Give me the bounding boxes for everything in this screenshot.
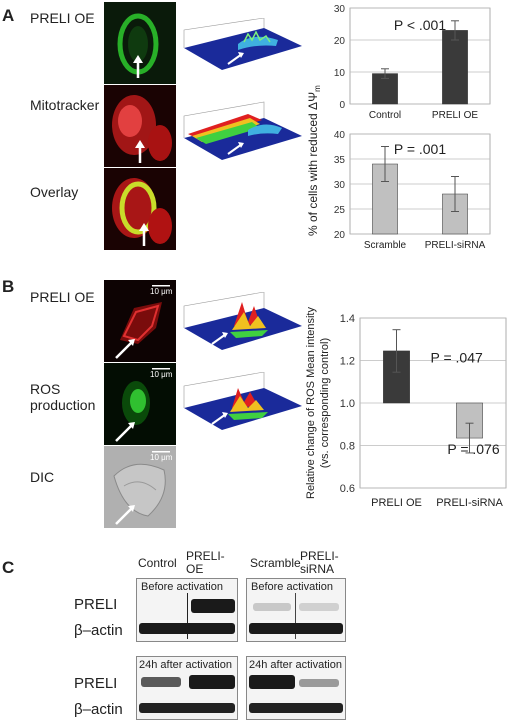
micrograph-b-dic: 10 μm bbox=[104, 446, 176, 528]
chart-a2-category-label: PRELI-siRNA bbox=[425, 240, 486, 251]
blot-right-before-caption: Before activation bbox=[251, 581, 333, 593]
chart-a1-bar bbox=[442, 30, 468, 105]
chart-a2-ytick-label: 35 bbox=[334, 155, 346, 166]
chart-b-category-label: PRELI-siRNA bbox=[436, 497, 503, 509]
blot-row-label-preli-1: PRELI bbox=[74, 596, 118, 613]
blot-lane-divider bbox=[187, 593, 188, 639]
chart-b: 0.6 0.8 1.0 1.2 1.4 PRELI OE PRELI-siRNA P = .0… bbox=[305, 307, 507, 509]
panel-b-label-dic: DIC bbox=[30, 469, 55, 485]
scale-bar-label-3: 10 μm bbox=[150, 453, 173, 462]
blot-band-preli-control-after bbox=[141, 677, 181, 687]
panel-b-letter: B bbox=[2, 277, 15, 296]
chart-a1-annotation: P < .001 bbox=[394, 17, 447, 33]
surface-plot-b-ros bbox=[178, 371, 306, 436]
blot-header-preli-sirna: PRELI- siRNA bbox=[300, 549, 339, 576]
chart-b-annotation-2: P = .076 bbox=[447, 441, 500, 457]
blot-band-actin-after-2 bbox=[249, 703, 343, 713]
micrograph-a-overlay bbox=[104, 168, 176, 250]
scale-bar-label-2: 10 μm bbox=[150, 370, 173, 379]
blot-left-before-caption: Before activation bbox=[141, 581, 223, 593]
chart-b-category-label: PRELI OE bbox=[371, 497, 422, 509]
blot-row-label-actin-2: β–actin bbox=[74, 701, 123, 718]
chart-b-ytick-label: 0.6 bbox=[340, 483, 355, 495]
chart-b-ytick-label: 1.0 bbox=[340, 398, 355, 410]
chart-a2-ytick-label: 20 bbox=[334, 230, 346, 241]
chart-b-ytick-label: 0.8 bbox=[340, 441, 355, 453]
panel-b-label-ros-line2: production bbox=[30, 397, 96, 413]
blot-header-preli-oe: PRELI- OE bbox=[186, 549, 225, 576]
panel-b-label-ros-line1: ROS bbox=[30, 381, 61, 397]
blot-band-preli-scramble-after bbox=[249, 675, 295, 689]
chart-a1-category-label: Control bbox=[369, 110, 401, 121]
blot-row-label-actin-1: β–actin bbox=[74, 622, 123, 639]
panel-a-label-preli-oe: PRELI OE bbox=[30, 10, 95, 26]
chart-a-bottom: 20 25 30 35 40 Scramble PRELI-siRNA P = .001 bbox=[334, 130, 491, 251]
panel-b-label-preli-oe: PRELI OE bbox=[30, 289, 95, 305]
chart-a1-ytick-label: 10 bbox=[334, 68, 346, 79]
blot-band-preli-oe bbox=[191, 599, 235, 613]
blot-band-actin-2 bbox=[249, 623, 343, 634]
blot-band-actin bbox=[139, 623, 235, 634]
blot-header-scramble: Scramble bbox=[250, 556, 301, 570]
blot-band-preli-sirna-after bbox=[299, 679, 339, 687]
chart-a2-annotation: P = .001 bbox=[394, 141, 447, 157]
scale-bar-label-1: 10 μm bbox=[150, 287, 173, 296]
chart-a1-ytick-label: 20 bbox=[334, 36, 346, 47]
surface-plot-a-mitotracker bbox=[178, 100, 306, 164]
blot-right-after: 24h after activation bbox=[246, 656, 346, 720]
chart-a1-ytick-label: 30 bbox=[334, 4, 346, 15]
panel-a-letter: A bbox=[2, 6, 15, 25]
panel-a-label-overlay: Overlay bbox=[30, 184, 79, 200]
chart-a1-bar bbox=[372, 73, 398, 105]
chart-b-annotation-1: P = .047 bbox=[431, 350, 484, 366]
blot-lane-divider-2 bbox=[295, 593, 296, 639]
chart-a2-ytick-label: 40 bbox=[334, 130, 346, 141]
micrograph-b-preli-oe: 10 μm bbox=[104, 280, 176, 362]
blot-right-before: Before activation bbox=[246, 578, 346, 642]
chart-b-ylabel-line2: (vs. corresponding control) bbox=[319, 338, 331, 468]
panel-a-label-mitotracker: Mitotracker bbox=[30, 97, 100, 113]
blot-band-actin-after bbox=[139, 703, 235, 713]
blot-band-preli-sirna bbox=[299, 603, 339, 611]
blot-right-after-caption: 24h after activation bbox=[249, 659, 342, 671]
chart-a2-ytick-label: 25 bbox=[334, 205, 346, 216]
chart-b-ytick-label: 1.2 bbox=[340, 356, 355, 368]
panel-c-letter: C bbox=[2, 558, 15, 577]
blot-left-before: Before activation bbox=[136, 578, 238, 642]
surface-plot-a-preli-oe bbox=[178, 17, 306, 82]
chart-a-ylabel: % of cells with reduced ΔΨm bbox=[306, 85, 322, 236]
chart-a1-category-label: PRELI OE bbox=[432, 110, 478, 121]
micrograph-a-preli-oe bbox=[104, 2, 176, 84]
chart-b-ytick-label: 1.4 bbox=[340, 313, 355, 325]
blot-band-preli-scramble bbox=[253, 603, 291, 611]
chart-a2-ytick-label: 30 bbox=[334, 180, 346, 191]
chart-b-ylabel-line1: Relative change of ROS Mean intensity bbox=[305, 307, 317, 499]
micrograph-a-mitotracker bbox=[104, 85, 176, 167]
blot-row-label-preli-2: PRELI bbox=[74, 675, 118, 692]
blot-left-after-caption: 24h after activation bbox=[139, 659, 232, 671]
chart-a1-ytick-label: 0 bbox=[339, 100, 345, 111]
micrograph-b-ros: 10 μm bbox=[104, 363, 176, 445]
chart-a2-category-label: Scramble bbox=[364, 240, 407, 251]
chart-a-ylabel-text: % of cells with reduced ΔΨm bbox=[306, 85, 322, 236]
blot-left-after: 24h after activation bbox=[136, 656, 238, 720]
surface-plot-b-preli-oe bbox=[178, 291, 306, 356]
blot-header-control: Control bbox=[138, 556, 177, 570]
blot-band-preli-oe-after bbox=[189, 675, 235, 689]
chart-a-top: 0 10 20 30 Control PRELI OE P < .001 bbox=[334, 4, 491, 121]
